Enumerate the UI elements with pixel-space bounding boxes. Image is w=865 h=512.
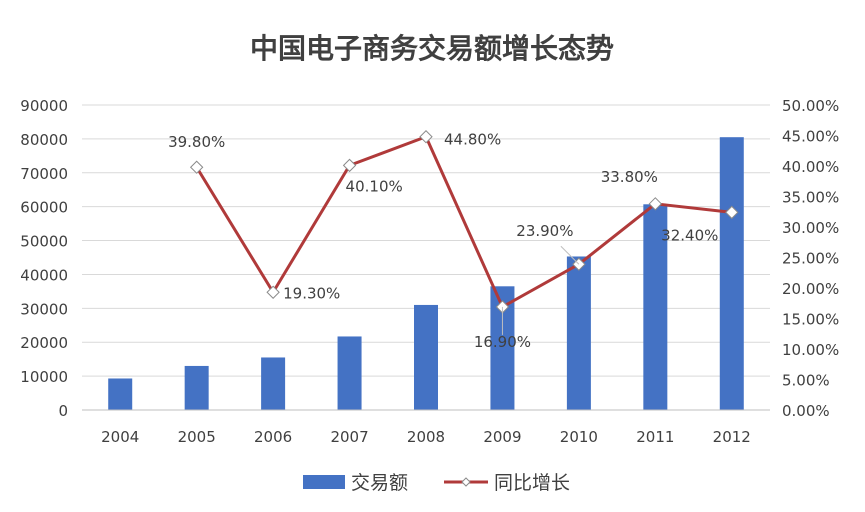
left-tick-label: 90000: [20, 97, 68, 115]
right-tick-label: 50.00%: [782, 97, 839, 115]
left-tick-label: 20000: [20, 334, 68, 352]
right-tick-label: 10.00%: [782, 341, 839, 359]
growth-point-2012: [725, 205, 739, 220]
growth-label-2009: 16.90%: [474, 333, 531, 351]
line-points: [189, 130, 739, 314]
growth-label-2012: 32.40%: [661, 226, 718, 244]
bar-2006: [261, 357, 286, 410]
left-tick-label: 10000: [20, 368, 68, 386]
x-tick-label: 2006: [254, 428, 292, 446]
growth-line: [195, 135, 732, 309]
growth-label-2008: 44.80%: [444, 131, 501, 149]
bar-2010: [566, 256, 591, 410]
legend-line-label: 同比增长: [494, 472, 570, 494]
left-tick-label: 40000: [20, 266, 68, 284]
bar-2012: [719, 137, 744, 410]
growth-label-2006: 19.30%: [283, 284, 340, 302]
bar-2007: [337, 336, 362, 410]
growth-label-2005: 39.80%: [168, 133, 225, 151]
legend-line-marker: [461, 477, 471, 487]
x-axis: 2004 2005 2006 2007 2008 2009 2010 2011 2012: [82, 409, 770, 446]
left-tick-label: 50000: [20, 233, 68, 251]
right-tick-label: 45.00%: [782, 128, 839, 146]
left-tick-label: 30000: [20, 300, 68, 318]
x-tick-label: 2004: [101, 428, 139, 446]
bar-2008: [414, 304, 438, 410]
growth-label-2007: 40.10%: [346, 177, 403, 195]
x-tick-label: 2005: [178, 428, 216, 446]
chart-title: 中国电子商务交易额增长态势: [250, 32, 614, 65]
x-tick-label: 2011: [636, 428, 674, 446]
right-tick-label: 0.00%: [782, 402, 830, 420]
right-tick-label: 20.00%: [782, 280, 839, 298]
bar-2011: [643, 204, 668, 410]
growth-label-2010: 23.90%: [516, 222, 573, 240]
growth-point-2006: [266, 285, 280, 299]
bar-series: [108, 137, 744, 410]
right-tick-label: 15.00%: [782, 311, 839, 329]
growth-point-2008: [419, 130, 433, 144]
right-tick-label: 5.00%: [782, 372, 830, 390]
bar-2005: [184, 365, 209, 410]
growth-point-2007: [342, 158, 357, 173]
line-series: [195, 135, 732, 309]
left-tick-label: 60000: [20, 199, 68, 217]
left-tick-label: 70000: [20, 165, 68, 183]
growth-label-2011: 33.80%: [601, 168, 658, 186]
growth-point-2011: [648, 197, 663, 211]
bar-2004: [108, 378, 133, 410]
right-tick-label: 30.00%: [782, 219, 839, 237]
left-tick-label: 80000: [20, 131, 68, 149]
right-tick-label: 40.00%: [782, 158, 839, 176]
right-tick-label: 35.00%: [782, 189, 839, 207]
legend-bar-swatch: [303, 475, 345, 489]
left-axis: 0 10000 20000 30000 40000 50000 60000 70000 8000…: [20, 97, 68, 420]
left-tick-label: 0: [58, 402, 68, 420]
right-axis: 0.00% 5.00% 10.00% 15.00% 20.00% 25.00% 30.00%…: [782, 97, 839, 420]
growth-point-2005: [189, 160, 204, 174]
x-tick-label: 2007: [330, 428, 368, 446]
label-leader-line: [560, 245, 580, 265]
right-tick-label: 25.00%: [782, 250, 839, 268]
x-tick-label: 2009: [483, 428, 521, 446]
data-labels: 39.80% 19.30% 40.10% 44.80% 16.90% 23.90% 33.8…: [168, 131, 718, 351]
x-tick-label: 2012: [713, 428, 751, 446]
x-tick-label: 2010: [560, 428, 598, 446]
legend: 交易额 同比增长: [303, 472, 570, 494]
legend-bar-label: 交易额: [351, 472, 408, 494]
x-tick-label: 2008: [407, 428, 445, 446]
